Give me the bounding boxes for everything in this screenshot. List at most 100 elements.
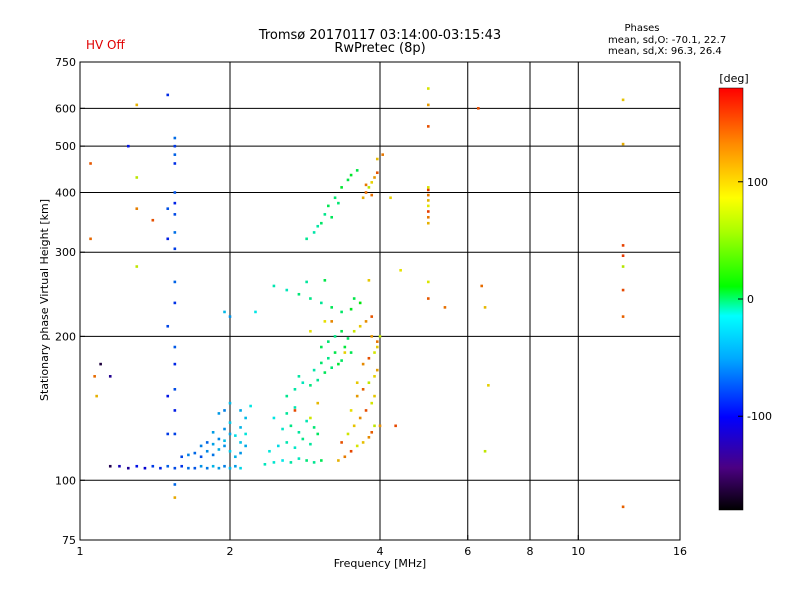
x-mode-echo-point <box>477 107 480 110</box>
o-mode-echo-point <box>327 356 330 360</box>
o-mode-echo-point <box>239 441 242 444</box>
o-mode-echo-point <box>316 224 320 228</box>
x-mode-echo-point <box>352 329 356 333</box>
x-mode-echo-point <box>361 441 365 444</box>
phase-stats-o-mode: mean, sd,O: -70.1, 22.7 <box>608 35 726 46</box>
x-mode-echo-point <box>426 199 430 202</box>
x-mode-echo-point <box>394 424 397 428</box>
o-mode-echo-point <box>297 375 301 378</box>
o-mode-echo-point <box>180 464 184 468</box>
x-mode-echo-point <box>361 362 365 366</box>
x-mode-echo-point <box>621 288 625 292</box>
o-mode-echo-point <box>193 466 197 470</box>
x-mode-echo-point <box>340 441 343 444</box>
o-mode-echo-point <box>173 144 177 148</box>
o-mode-echo-point <box>173 191 177 194</box>
o-mode-echo-point <box>281 427 284 431</box>
x-mode-echo-point <box>89 237 92 241</box>
o-mode-echo-point <box>320 361 323 365</box>
y-tick-label: 300 <box>55 246 76 259</box>
o-mode-echo-point <box>263 463 267 466</box>
o-mode-echo-point <box>173 247 177 251</box>
o-mode-echo-point <box>143 466 147 470</box>
x-mode-echo-point <box>621 244 625 247</box>
x-mode-echo-point <box>378 424 382 428</box>
o-mode-echo-point <box>305 237 308 241</box>
o-mode-echo-point <box>228 432 232 436</box>
axis-ticks: 1 2 4 6 8 10 16 75 100 200 300 400 500 600 750 <box>55 56 687 558</box>
o-mode-echo-point <box>166 464 170 468</box>
grid-lines <box>80 62 680 540</box>
x-mode-echo-point <box>375 157 379 161</box>
o-mode-echo-point <box>349 173 353 177</box>
o-mode-echo-point <box>289 424 293 428</box>
x-mode-echo-point <box>346 432 350 436</box>
y-tick-label: 75 <box>62 534 76 547</box>
x-mode-echo-point <box>367 436 371 439</box>
x-mode-echo-point <box>151 218 155 222</box>
x-mode-echo-point <box>621 254 625 258</box>
o-mode-echo-point <box>312 231 316 234</box>
x-mode-echo-point <box>399 268 402 272</box>
o-mode-echo-point <box>343 345 347 349</box>
o-mode-echo-point <box>316 432 320 436</box>
o-mode-echo-point <box>285 412 289 415</box>
x-tick-label: 2 <box>227 545 234 558</box>
x-mode-echo-point <box>135 176 139 179</box>
o-mode-echo-point <box>217 466 221 470</box>
x-mode-echo-point <box>361 388 365 391</box>
o-mode-echo-point <box>205 466 209 470</box>
x-mode-echo-point <box>364 183 368 187</box>
o-mode-echo-point <box>166 324 170 328</box>
colorbar-label: [deg] <box>719 72 748 85</box>
o-mode-echo-point <box>173 409 177 412</box>
o-mode-echo-point <box>223 439 226 443</box>
colorbar-tick-label: 100 <box>747 176 768 189</box>
o-mode-echo-point <box>272 416 276 420</box>
colorbar-ticks: -100 0 100 <box>738 176 772 423</box>
x-mode-echo-point <box>426 87 430 90</box>
o-mode-echo-point <box>217 412 221 415</box>
o-mode-echo-point <box>323 213 327 216</box>
o-mode-echo-point <box>173 231 177 234</box>
x-mode-echo-point <box>364 409 368 412</box>
o-mode-echo-point <box>320 221 323 225</box>
o-mode-echo-point <box>316 378 320 382</box>
o-mode-echo-point <box>305 419 308 423</box>
o-mode-echo-point <box>173 201 177 205</box>
x-mode-echo-point <box>367 186 371 189</box>
o-mode-echo-point <box>126 144 130 148</box>
x-mode-echo-point <box>355 381 359 385</box>
o-mode-echo-point <box>355 169 359 172</box>
o-mode-echo-point <box>297 431 301 434</box>
x-mode-echo-point <box>349 409 353 412</box>
y-tick-label: 600 <box>55 102 76 115</box>
phase-stats-heading: Phases <box>624 23 659 34</box>
x-mode-echo-point <box>367 381 371 385</box>
o-mode-echo-point <box>166 432 170 436</box>
x-mode-echo-point <box>375 171 379 175</box>
x-mode-echo-point <box>135 265 139 268</box>
o-mode-echo-point <box>346 178 350 182</box>
x-mode-echo-point <box>367 279 371 282</box>
o-mode-echo-point <box>187 466 190 470</box>
o-mode-echo-point <box>223 310 226 314</box>
o-mode-echo-point <box>301 381 305 385</box>
o-mode-echo-point <box>173 301 177 305</box>
o-mode-echo-point <box>309 384 312 387</box>
x-tick-label: 1 <box>77 545 84 558</box>
o-mode-echo-point <box>309 442 312 446</box>
x-mode-echo-point <box>370 335 374 338</box>
o-mode-echo-point <box>205 441 209 444</box>
o-mode-echo-point <box>239 409 242 412</box>
x-mode-echo-point <box>370 181 374 184</box>
o-mode-echo-point <box>333 351 337 354</box>
o-mode-echo-point <box>228 466 232 470</box>
o-mode-echo-point <box>349 351 353 354</box>
o-mode-echo-point <box>239 451 242 455</box>
o-mode-echo-point <box>126 466 130 470</box>
x-mode-echo-point <box>480 284 484 288</box>
x-mode-echo-point <box>373 424 376 428</box>
o-mode-echo-point <box>173 162 177 165</box>
